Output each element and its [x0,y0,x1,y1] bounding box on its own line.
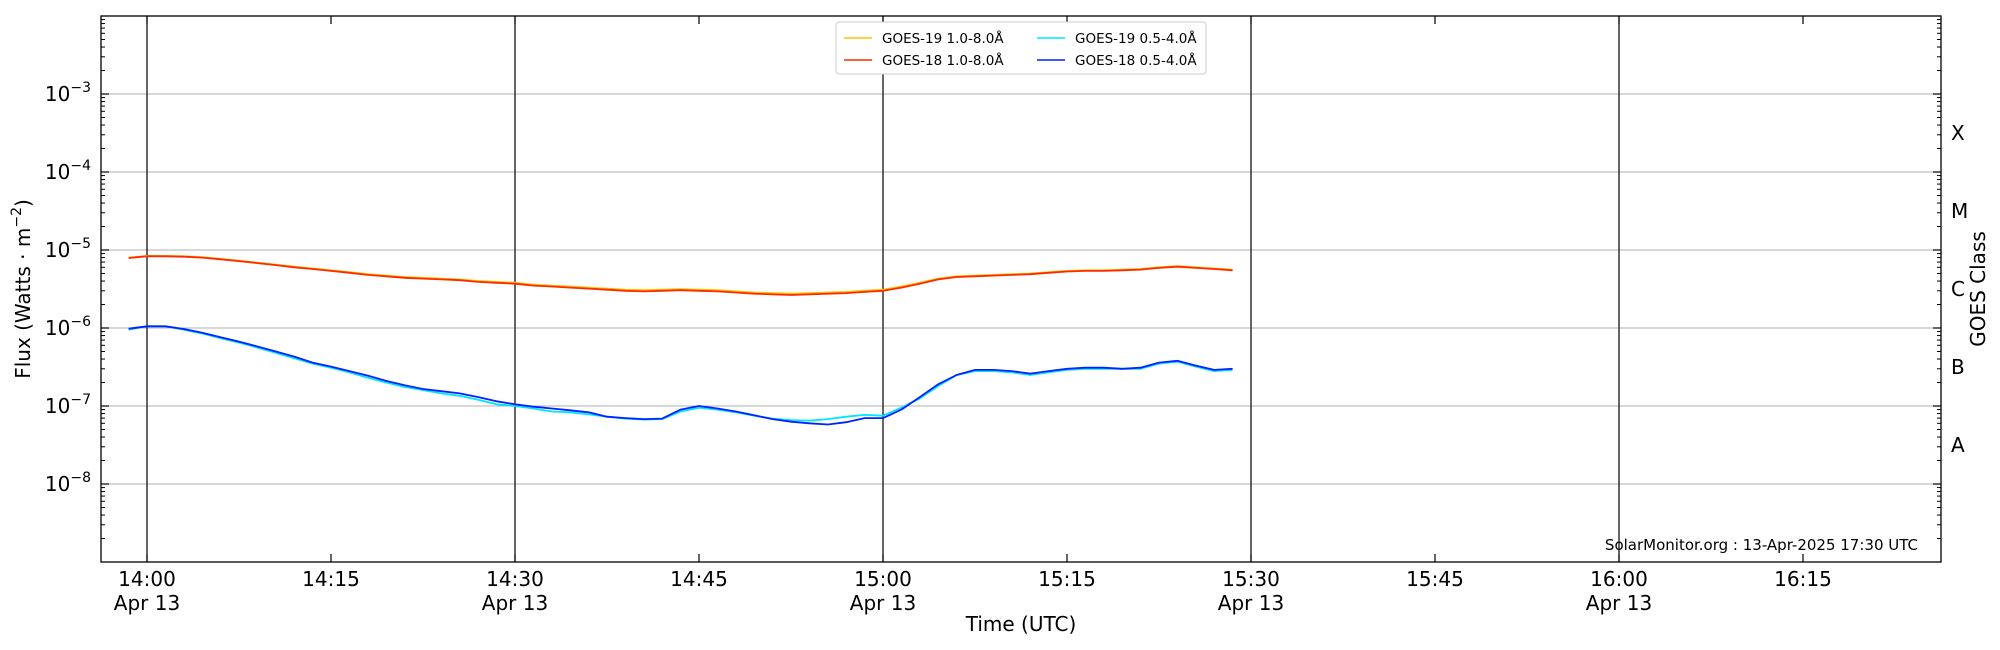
legend-label: GOES-18 1.0-8.0Å [882,52,1004,69]
x-tick-date: Apr 13 [482,591,548,615]
y-tick-base: 10 [45,82,70,106]
x-axis-label: Time (UTC) [965,612,1077,636]
goes-class-x: X [1951,121,1965,145]
goes-class-labels: A B C M X [1951,121,1968,457]
y-tick-exponent: −3 [70,80,91,96]
legend-box [835,21,1207,75]
y-axis-label-close: ) [11,199,35,207]
x-tick-label: 16:00 [1590,567,1648,591]
series-line-2 [128,255,1233,296]
x-tick-label: 15:45 [1406,567,1464,591]
x-tick-date: Apr 13 [1586,591,1652,615]
goes-class-b: B [1951,355,1965,379]
grid-lines [101,16,1941,562]
x-tick-label: 14:00 [118,567,176,591]
y-axis-label-main: Flux (Watts · m [11,228,35,379]
y-tick-label: 10−3 [45,80,91,106]
x-tick-date: Apr 13 [114,591,180,615]
x-tick-label: 14:45 [670,567,728,591]
y-tick-base: 10 [45,316,70,340]
series-line-4 [128,325,1233,426]
series-line-3 [128,325,1233,422]
y-tick-label: 10−5 [45,236,91,262]
y-tick-base: 10 [45,160,70,184]
y-tick-exponent: −6 [70,314,91,330]
y-tick-exponent: −7 [70,392,91,408]
goes-class-m: M [1951,199,1968,223]
legend-entries: GOES-19 1.0-8.0Å GOES-19 0.5-4.0Å GOES-18 … [844,30,1197,69]
y-tick-base: 10 [45,238,70,262]
y-tick-base: 10 [45,394,70,418]
credit-text: SolarMonitor.org : 13-Apr-2025 17:30 UTC [1605,536,1918,554]
y-tick-exponent: −5 [70,236,91,252]
plot-frame [100,15,1942,563]
y-axis-ticks: 10−810−710−610−510−410−3 [45,19,1941,540]
x-tick-label: 14:30 [486,567,544,591]
y-tick-label: 10−4 [45,158,91,184]
y-axis-label-exponent: −2 [9,207,25,228]
x-tick-label: 16:15 [1774,567,1832,591]
legend: GOES-19 1.0-8.0Å GOES-19 0.5-4.0Å GOES-18 … [835,21,1207,75]
x-tick-date: Apr 13 [850,591,916,615]
y-tick-label: 10−6 [45,314,91,340]
x-tick-label: 15:00 [854,567,912,591]
y-tick-base: 10 [45,472,70,496]
y-tick-exponent: −8 [70,470,91,486]
y-axis-label: Flux (Watts · m−2) [9,199,35,379]
legend-label: GOES-19 0.5-4.0Å [1075,30,1197,47]
x-tick-label: 15:15 [1038,567,1096,591]
x-tick-date: Apr 13 [1218,591,1284,615]
series-lines [128,255,1233,426]
goes-class-a: A [1951,433,1965,457]
goes-class-c: C [1951,277,1965,301]
y-tick-label: 10−8 [45,470,91,496]
y-tick-exponent: −4 [70,158,91,174]
x-tick-label: 14:15 [302,567,360,591]
legend-label: GOES-18 0.5-4.0Å [1075,52,1197,69]
y-tick-label: 10−7 [45,392,91,418]
goes-class-axis-label: GOES Class [1966,231,1990,347]
x-tick-label: 15:30 [1222,567,1280,591]
legend-label: GOES-19 1.0-8.0Å [882,30,1004,47]
